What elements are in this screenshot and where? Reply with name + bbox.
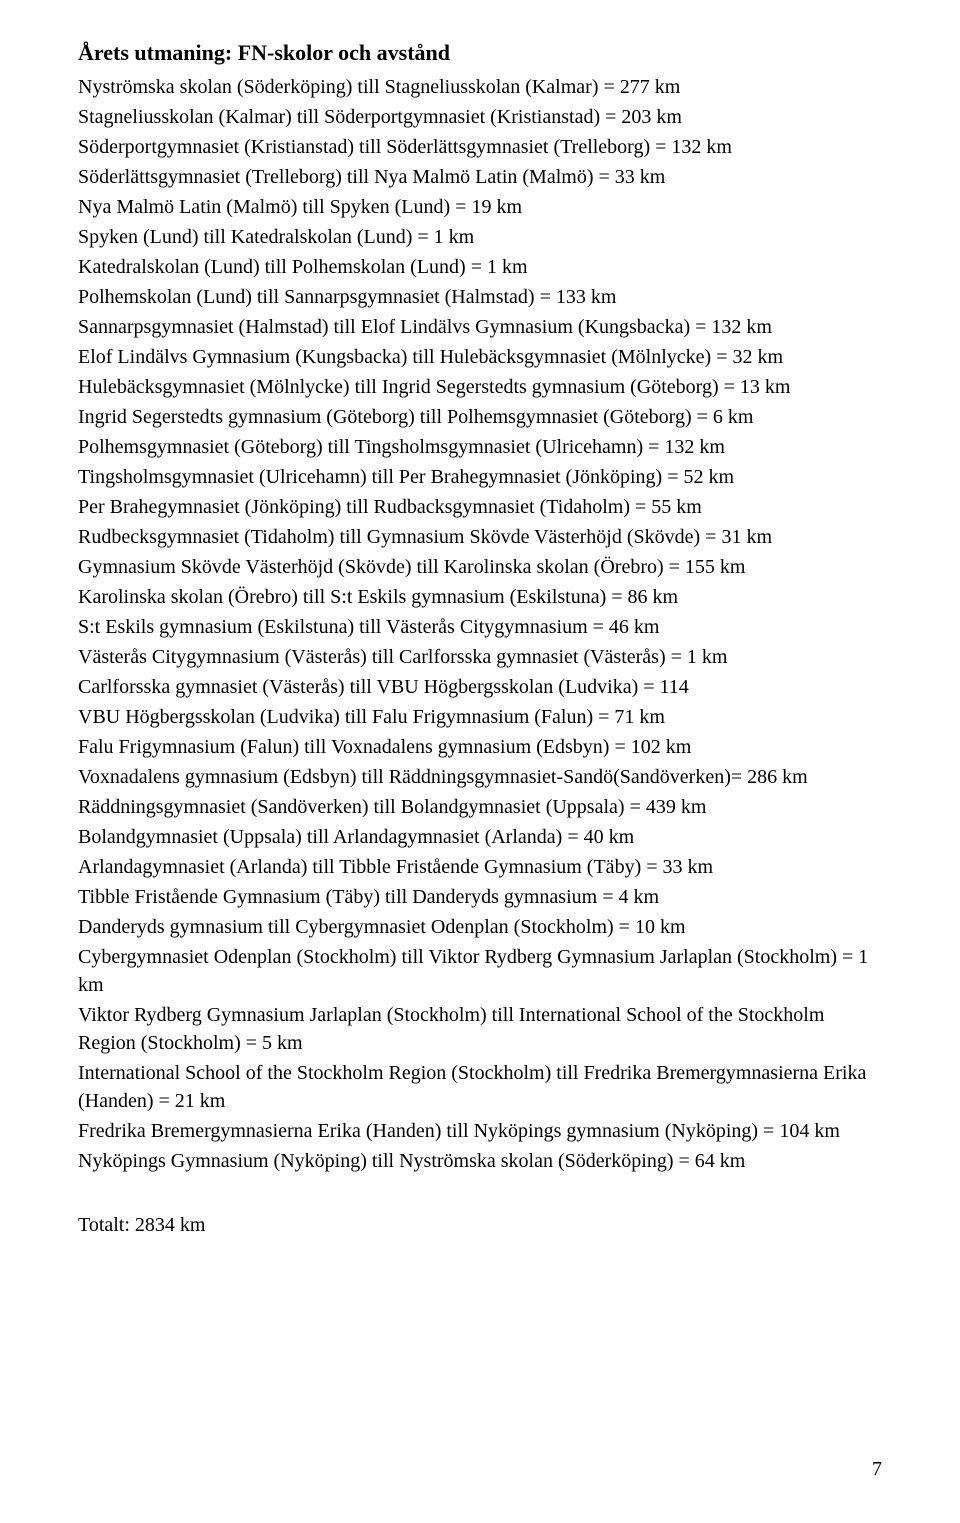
distance-entry: Västerås Citygymnasium (Västerås) till C… <box>78 643 882 671</box>
distance-entry: Söderlättsgymnasiet (Trelleborg) till Ny… <box>78 163 882 191</box>
distance-entry: Bolandgymnasiet (Uppsala) till Arlandagy… <box>78 823 882 851</box>
distance-entry: Nya Malmö Latin (Malmö) till Spyken (Lun… <box>78 193 882 221</box>
spacer <box>78 1177 882 1201</box>
distance-entry: Tingsholmsgymnasiet (Ulricehamn) till Pe… <box>78 463 882 491</box>
distance-entry: Fredrika Bremergymnasierna Erika (Handen… <box>78 1117 882 1145</box>
distance-entry: Nyströmska skolan (Söderköping) till Sta… <box>78 73 882 101</box>
distance-entry: Sannarpsgymnasiet (Halmstad) till Elof L… <box>78 313 882 341</box>
document-page: Årets utmaning: FN-skolor och avstånd Ny… <box>0 0 960 1523</box>
distance-entry: Räddningsgymnasiet (Sandöverken) till Bo… <box>78 793 882 821</box>
distance-entry: Cybergymnasiet Odenplan (Stockholm) till… <box>78 943 882 999</box>
distance-entry: Elof Lindälvs Gymnasium (Kungsbacka) til… <box>78 343 882 371</box>
distance-entry: Per Brahegymnasiet (Jönköping) till Rudb… <box>78 493 882 521</box>
distance-entry: Hulebäcksgymnasiet (Mölnlycke) till Ingr… <box>78 373 882 401</box>
distance-entry: Karolinska skolan (Örebro) till S:t Eski… <box>78 583 882 611</box>
distance-entry: S:t Eskils gymnasium (Eskilstuna) till V… <box>78 613 882 641</box>
distance-entry: Gymnasium Skövde Västerhöjd (Skövde) til… <box>78 553 882 581</box>
total-line: Totalt: 2834 km <box>78 1211 882 1239</box>
distance-entry: Danderyds gymnasium till Cybergymnasiet … <box>78 913 882 941</box>
distance-entry: Arlandagymnasiet (Arlanda) till Tibble F… <box>78 853 882 881</box>
distance-entry: Voxnadalens gymnasium (Edsbyn) till Rädd… <box>78 763 882 791</box>
page-number: 7 <box>872 1455 882 1483</box>
distance-list: Nyströmska skolan (Söderköping) till Sta… <box>78 73 882 1175</box>
distance-entry: International School of the Stockholm Re… <box>78 1059 882 1115</box>
distance-entry: Ingrid Segerstedts gymnasium (Göteborg) … <box>78 403 882 431</box>
page-title: Årets utmaning: FN-skolor och avstånd <box>78 38 882 69</box>
distance-entry: Carlforsska gymnasiet (Västerås) till VB… <box>78 673 882 701</box>
distance-entry: Polhemsgymnasiet (Göteborg) till Tingsho… <box>78 433 882 461</box>
distance-entry: Polhemskolan (Lund) till Sannarpsgymnasi… <box>78 283 882 311</box>
distance-entry: VBU Högbergsskolan (Ludvika) till Falu F… <box>78 703 882 731</box>
distance-entry: Falu Frigymnasium (Falun) till Voxnadale… <box>78 733 882 761</box>
distance-entry: Spyken (Lund) till Katedralskolan (Lund)… <box>78 223 882 251</box>
distance-entry: Viktor Rydberg Gymnasium Jarlaplan (Stoc… <box>78 1001 882 1057</box>
distance-entry: Katedralskolan (Lund) till Polhemskolan … <box>78 253 882 281</box>
distance-entry: Söderportgymnasiet (Kristianstad) till S… <box>78 133 882 161</box>
distance-entry: Tibble Fristående Gymnasium (Täby) till … <box>78 883 882 911</box>
distance-entry: Stagneliusskolan (Kalmar) till Söderport… <box>78 103 882 131</box>
distance-entry: Nyköpings Gymnasium (Nyköping) till Nyst… <box>78 1147 882 1175</box>
distance-entry: Rudbecksgymnasiet (Tidaholm) till Gymnas… <box>78 523 882 551</box>
